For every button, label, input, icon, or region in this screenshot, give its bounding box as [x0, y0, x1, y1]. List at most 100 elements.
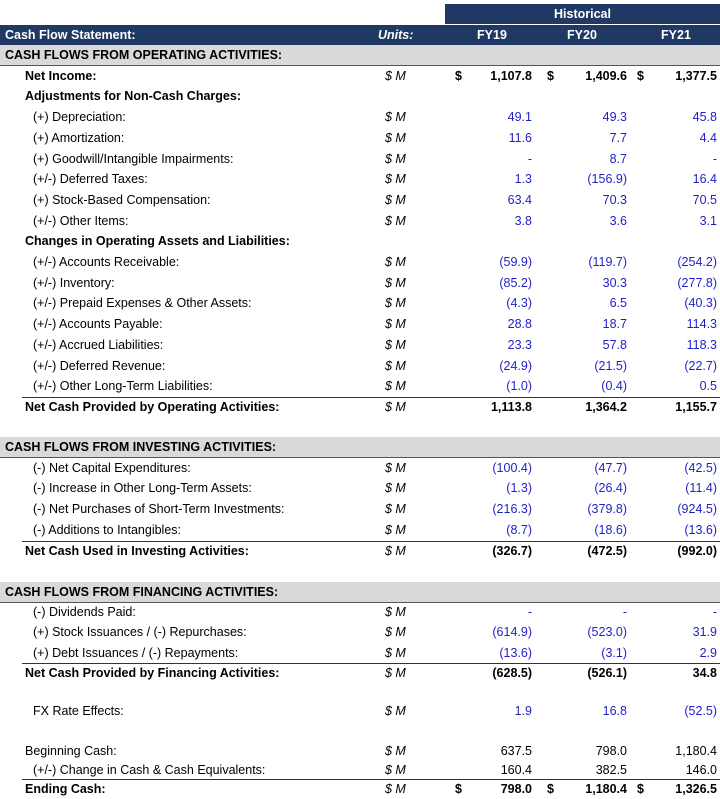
- cell-value: (628.5): [492, 665, 532, 680]
- currency-sign: $: [637, 782, 644, 796]
- row-label: (-) Dividends Paid:: [33, 605, 136, 620]
- row-label: (+) Debt Issuances / (-) Repayments:: [33, 645, 239, 660]
- cell-value: -: [712, 151, 717, 166]
- cell-value: (11.4): [685, 481, 717, 496]
- row-units: $ M: [385, 782, 406, 796]
- row-label: (-) Additions to Intangibles:: [33, 522, 181, 537]
- row-units: $ M: [385, 744, 406, 758]
- row-units: $ M: [385, 665, 406, 680]
- cell-value: (992.0): [677, 543, 717, 558]
- cell-value: 1.9: [514, 704, 532, 718]
- row-units: $ M: [385, 192, 406, 207]
- row-units: $ M: [385, 151, 406, 166]
- cell-value: (47.7): [594, 460, 627, 475]
- cell-value: 16.8: [602, 704, 627, 718]
- currency-sign: $: [637, 68, 644, 83]
- cell-value: (52.5): [684, 704, 717, 718]
- cell-value: (22.7): [684, 358, 717, 373]
- row-units: $ M: [385, 625, 406, 640]
- row-units: $ M: [385, 460, 406, 475]
- cell-value: (156.9): [587, 172, 627, 187]
- cell-value: -: [527, 151, 532, 166]
- cell-value: 49.1: [507, 110, 532, 125]
- row-units: $ M: [385, 543, 406, 558]
- row-label: (+/-) Accounts Receivable:: [33, 255, 180, 269]
- cell-value: 1,326.5: [675, 782, 717, 796]
- cell-value: (4.3): [506, 296, 532, 311]
- row-label: (+/-) Other Items:: [33, 213, 129, 228]
- section-header: CASH FLOWS FROM FINANCING ACTIVITIES:: [0, 582, 720, 603]
- cell-value: (40.3): [684, 296, 717, 311]
- row-label: (+/-) Deferred Taxes:: [33, 172, 148, 187]
- cell-value: 798.0: [595, 744, 627, 758]
- cell-value: 11.6: [508, 130, 532, 145]
- row-units: $ M: [385, 358, 406, 373]
- row-units: $ M: [385, 110, 406, 125]
- row-label: (+) Goodwill/Intangible Impairments:: [33, 151, 234, 166]
- cell-value: 1,377.5: [675, 68, 717, 83]
- cell-value: 1,113.8: [490, 399, 532, 414]
- cell-value: (1.3): [506, 481, 532, 496]
- cell-value: 1.3: [514, 172, 532, 187]
- cell-value: (13.6): [684, 522, 717, 537]
- cell-value: 30.3: [602, 275, 627, 290]
- cell-value: 70.3: [602, 192, 627, 207]
- cell-value: 4.4: [699, 130, 717, 145]
- cell-value: (18.6): [594, 522, 627, 537]
- header-title: Cash Flow Statement:: [5, 25, 136, 45]
- row-label: (-) Net Purchases of Short-Term Investme…: [33, 502, 285, 517]
- cell-value: 6.5: [609, 296, 627, 311]
- row-label: Net Cash Used in Investing Activities:: [25, 543, 249, 558]
- row-label: Net Cash Provided by Financing Activitie…: [25, 665, 280, 680]
- cell-value: 34.8: [692, 665, 717, 680]
- cell-value: 18.7: [602, 317, 627, 332]
- cell-value: (379.8): [587, 502, 627, 517]
- cell-value: 1,409.6: [585, 68, 627, 83]
- row-label: (-) Net Capital Expenditures:: [33, 460, 191, 475]
- row-units: $ M: [385, 337, 406, 352]
- row-label: (+) Amortization:: [33, 130, 125, 145]
- row-label: (+/-) Accounts Payable:: [33, 317, 163, 332]
- row-units: $ M: [385, 522, 406, 537]
- cell-value: 114.3: [686, 317, 717, 332]
- total-rule: [22, 662, 720, 664]
- currency-sign: $: [547, 68, 554, 83]
- cell-value: 1,155.7: [675, 399, 717, 414]
- cell-value: (21.5): [594, 358, 627, 373]
- cell-value: 7.7: [609, 130, 627, 145]
- cell-value: (100.4): [492, 460, 532, 475]
- cell-value: 118.3: [686, 337, 717, 352]
- cell-value: (24.9): [499, 358, 532, 373]
- cell-value: 3.6: [609, 213, 627, 228]
- row-label: (+/-) Change in Cash & Cash Equivalents:: [33, 763, 266, 777]
- row-label: Beginning Cash:: [25, 744, 117, 758]
- cell-value: 0.5: [699, 379, 717, 394]
- cell-value: 70.5: [692, 192, 717, 207]
- cell-value: 49.3: [602, 110, 627, 125]
- row-label: (+) Depreciation:: [33, 110, 126, 125]
- cell-value: (59.9): [499, 255, 532, 269]
- cell-value: 23.3: [507, 337, 532, 352]
- cell-value: (277.8): [677, 275, 717, 290]
- cell-value: (216.3): [492, 502, 532, 517]
- cell-value: 28.8: [507, 317, 532, 332]
- total-rule: [22, 396, 720, 398]
- cell-value: 1,107.8: [490, 68, 532, 83]
- total-rule: [22, 540, 720, 542]
- row-label: (+/-) Inventory:: [33, 275, 115, 290]
- cell-value: 637.5: [500, 744, 532, 758]
- total-rule: [22, 779, 720, 780]
- row-label: Adjustments for Non-Cash Charges:: [25, 89, 241, 104]
- cell-value: 2.9: [699, 645, 717, 660]
- row-label: (+/-) Deferred Revenue:: [33, 358, 166, 373]
- row-units: $ M: [385, 296, 406, 311]
- cell-value: 16.4: [692, 172, 717, 187]
- cell-value: 45.8: [692, 110, 717, 125]
- row-units: $ M: [385, 645, 406, 660]
- cell-value: (1.0): [506, 379, 532, 394]
- row-units: $ M: [385, 704, 406, 718]
- cell-value: (8.7): [506, 522, 532, 537]
- row-units: $ M: [385, 255, 406, 269]
- row-label: Changes in Operating Assets and Liabilit…: [25, 234, 290, 249]
